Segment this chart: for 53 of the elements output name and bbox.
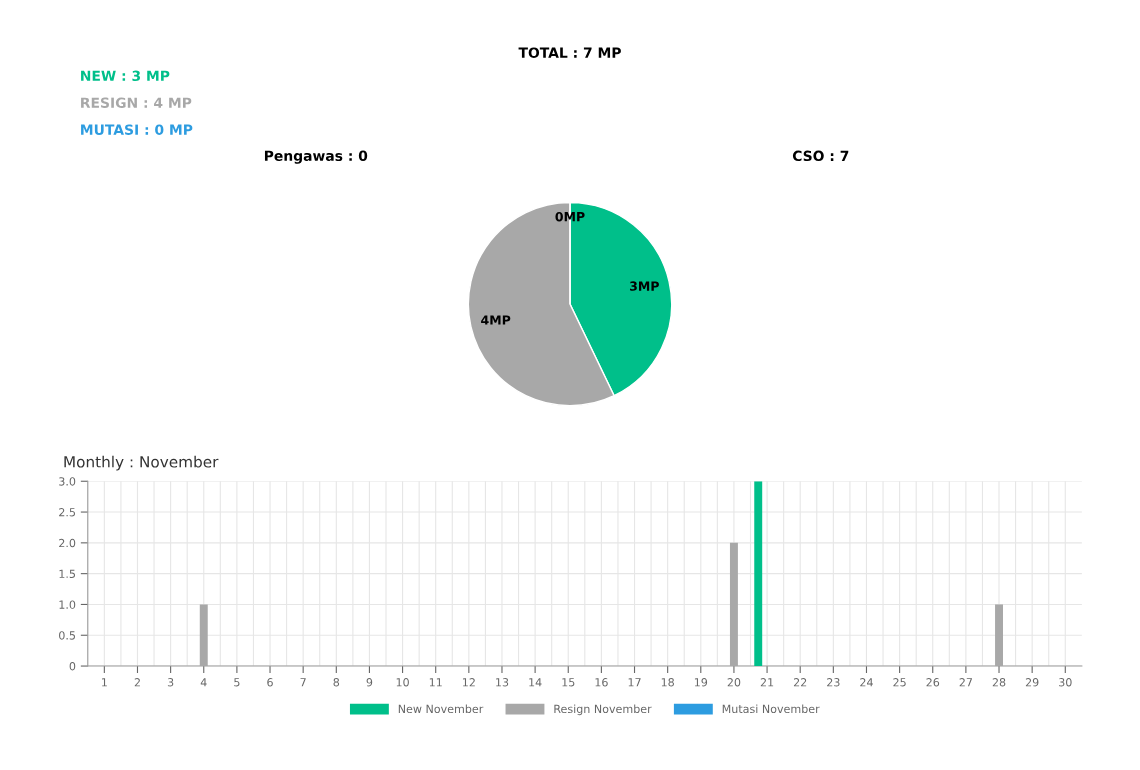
y-tick-label: 0.5 (59, 631, 75, 640)
legend-label: Mutasi November (722, 704, 820, 714)
y-tick-label: 2.0 (59, 538, 76, 548)
x-tick-label: 29 (1025, 678, 1039, 687)
text: MUTASI : 0 MP (81, 124, 193, 135)
x-tick-label: 10 (396, 678, 409, 687)
x-tick-label: 12 (463, 678, 475, 687)
x-tick-label: 11 (429, 678, 442, 687)
bar (995, 604, 1003, 667)
y-tick-label: 3.0 (59, 477, 76, 486)
x-tick-label: 26 (926, 678, 940, 687)
x-tick-label: 22 (793, 678, 807, 687)
text: RESIGN : 4 MP (81, 97, 192, 108)
x-tick-label: 13 (496, 678, 509, 687)
bar (729, 542, 738, 667)
text: NEW : 3 MP (81, 70, 170, 82)
x-tick-label: 6 (267, 678, 273, 687)
legend-label: Resign November (554, 704, 652, 716)
x-tick-label: 4 (200, 678, 207, 687)
x-tick-label: 3 (167, 678, 174, 687)
x-tick-label: 5 (234, 678, 240, 687)
y-tick-label: 1.0 (59, 600, 76, 609)
x-tick-label: 23 (827, 678, 840, 687)
legend-label: New November (398, 704, 484, 714)
chart-title: TOTAL : 7 MP (518, 47, 621, 58)
bar (754, 481, 763, 667)
y-tick-label: 0 (69, 662, 76, 671)
chart-title: Monthly : November (64, 455, 219, 471)
x-tick-label: 8 (333, 678, 340, 687)
x-tick-label: 9 (366, 678, 373, 687)
x-tick-label: 25 (893, 678, 906, 687)
text: Pengawas : 0 (264, 150, 368, 164)
x-tick-label: 28 (992, 678, 1006, 687)
x-tick-label: 21 (760, 678, 774, 687)
x-tick-label: 7 (300, 678, 306, 687)
data-label: 4MP (481, 315, 511, 325)
x-tick-label: 14 (529, 678, 542, 687)
x-tick-label: 27 (959, 678, 972, 687)
x-tick-label: 20 (727, 678, 741, 687)
x-tick-label: 1 (102, 678, 107, 687)
text: CSO : 7 (792, 150, 849, 162)
x-tick-label: 15 (562, 678, 575, 687)
bar (199, 604, 208, 667)
x-tick-label: 30 (1059, 678, 1072, 687)
x-tick-label: 19 (694, 678, 708, 687)
x-tick-label: 18 (661, 678, 674, 687)
x-tick-label: 24 (860, 678, 873, 687)
y-tick-label: 1.5 (59, 569, 75, 579)
x-tick-label: 17 (628, 678, 641, 687)
x-tick-label: 2 (134, 678, 140, 687)
y-tick-label: 2.5 (59, 508, 75, 517)
x-tick-label: 16 (595, 678, 608, 687)
data-label: 3MP (630, 281, 659, 291)
